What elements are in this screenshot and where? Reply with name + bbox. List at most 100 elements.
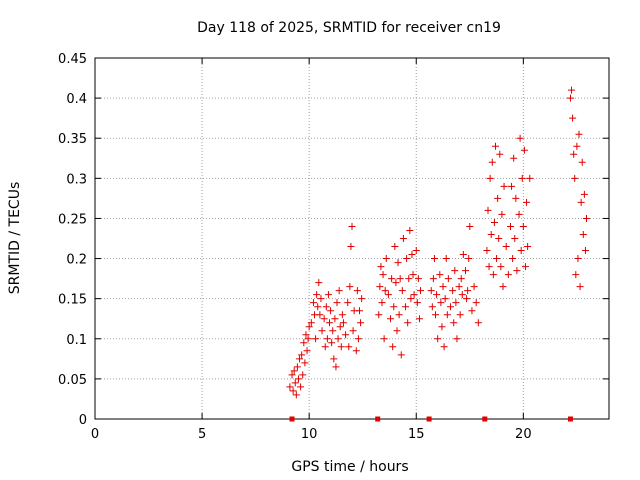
data-point — [519, 222, 527, 230]
data-point — [510, 154, 518, 162]
data-point — [415, 315, 423, 323]
data-point — [303, 347, 311, 355]
data-point — [349, 327, 357, 335]
data-point — [436, 271, 444, 279]
data-point — [376, 283, 384, 291]
data-point — [290, 367, 298, 375]
chart-title: Day 118 of 2025, SRMTID for receiver cn1… — [197, 20, 501, 36]
data-point — [485, 263, 493, 271]
data-point — [298, 351, 306, 359]
data-point — [440, 343, 448, 351]
data-point — [344, 299, 352, 307]
data-point — [294, 375, 302, 383]
grid-lines — [95, 58, 609, 419]
data-point — [293, 363, 301, 371]
data-point — [457, 275, 465, 283]
data-point — [330, 355, 338, 363]
gap-marker — [567, 416, 573, 422]
data-point — [452, 299, 460, 307]
y-tick-label: 0.3 — [66, 172, 87, 187]
data-point — [495, 235, 503, 242]
data-point — [578, 158, 586, 166]
data-point — [352, 347, 360, 355]
data-point — [438, 323, 446, 331]
data-point — [487, 230, 495, 238]
data-point — [580, 190, 588, 198]
data-point — [397, 351, 405, 359]
data-point — [307, 319, 315, 327]
data-point — [513, 267, 521, 275]
data-point — [331, 315, 339, 323]
data-point — [459, 251, 467, 259]
data-point — [465, 255, 473, 263]
data-point — [333, 299, 341, 307]
gap-markers — [289, 416, 573, 422]
data-point — [379, 271, 387, 279]
data-point — [451, 267, 459, 275]
data-point — [456, 311, 464, 319]
data-point — [394, 259, 402, 267]
data-point — [437, 299, 445, 307]
data-point — [378, 299, 386, 307]
data-point — [512, 194, 520, 202]
x-axis-label: GPS time / hours — [291, 459, 408, 475]
data-point — [357, 319, 365, 327]
data-point — [354, 335, 362, 343]
gap-marker — [289, 416, 295, 422]
data-point — [470, 283, 478, 291]
data-point — [406, 226, 414, 234]
data-points — [286, 86, 591, 399]
data-point — [321, 343, 329, 351]
data-point — [314, 303, 322, 311]
data-point — [302, 331, 310, 339]
data-point — [427, 287, 435, 295]
data-point — [450, 319, 458, 327]
data-point — [464, 287, 472, 295]
data-point — [526, 174, 534, 182]
data-point — [324, 291, 332, 299]
y-tick-label: 0.05 — [58, 373, 87, 388]
data-point — [463, 295, 471, 303]
data-point — [326, 319, 334, 327]
data-point — [472, 299, 480, 307]
data-point — [291, 379, 299, 387]
data-point — [404, 319, 412, 327]
data-point — [316, 311, 324, 319]
data-point — [301, 359, 309, 367]
data-point — [568, 86, 576, 94]
data-point — [468, 307, 476, 315]
data-point — [458, 291, 466, 299]
data-point — [335, 287, 343, 295]
data-point — [521, 263, 529, 271]
data-point — [396, 275, 404, 283]
data-point — [511, 235, 519, 242]
data-point — [313, 291, 321, 299]
data-point — [305, 323, 313, 331]
data-point — [433, 291, 441, 299]
data-point — [334, 335, 342, 343]
y-tick-label: 0.35 — [58, 132, 87, 147]
data-point — [402, 303, 410, 311]
data-point — [337, 343, 345, 351]
data-point — [320, 315, 328, 323]
data-point — [300, 339, 308, 347]
data-point — [297, 383, 305, 391]
data-point — [392, 279, 400, 287]
data-point — [405, 275, 413, 283]
data-point — [573, 142, 581, 150]
data-point — [516, 134, 524, 142]
data-point — [299, 371, 307, 379]
data-point — [571, 174, 579, 182]
data-point — [508, 182, 516, 190]
data-point — [429, 275, 437, 283]
y-tick-label: 0.2 — [66, 253, 87, 268]
data-point — [443, 311, 451, 319]
data-point — [462, 267, 470, 275]
data-point — [377, 263, 385, 271]
x-tick-label: 0 — [91, 427, 99, 442]
data-point — [523, 198, 531, 206]
data-point — [518, 174, 526, 182]
data-point — [318, 327, 326, 335]
x-tick-label: 20 — [515, 427, 532, 442]
